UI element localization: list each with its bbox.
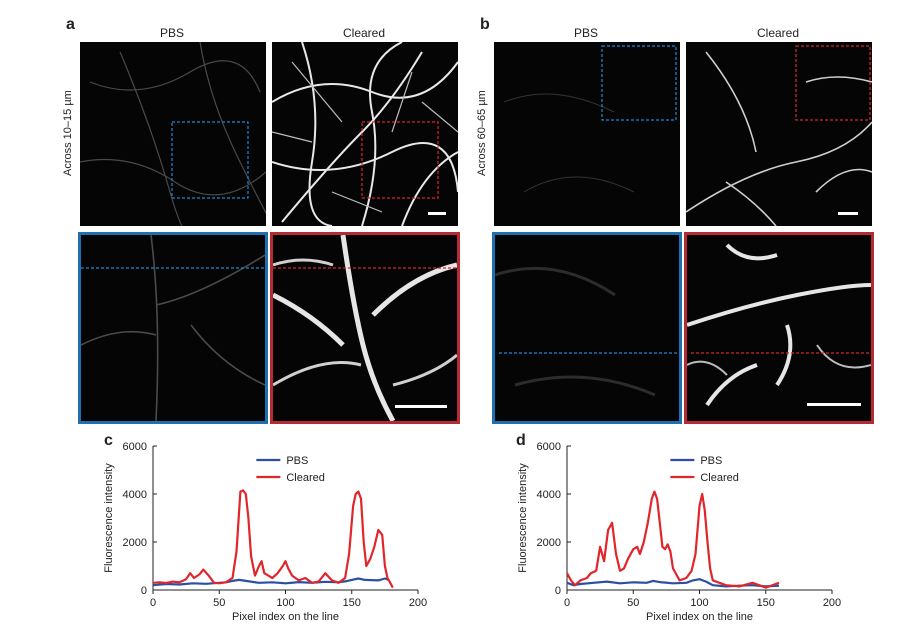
x-tick-label-c-2: 100 — [276, 597, 294, 609]
y-axis-label-d: Fluorescence intensity — [517, 463, 529, 573]
x-axis-label-d: Pixel index on the line — [646, 611, 753, 622]
y-tick-label-c-0: 0 — [141, 585, 147, 597]
y-axis-label-c: Fluorescence intensity — [103, 463, 115, 573]
x-axis-label-c: Pixel index on the line — [232, 611, 339, 622]
series-line-c-pbs — [152, 577, 390, 587]
x-tick-label-d-0: 0 — [564, 597, 570, 609]
image-b-cleared-zoom — [684, 232, 874, 424]
legend-label-c-pbs: PBS — [286, 455, 308, 467]
y-tick-label-d-0: 0 — [555, 585, 561, 597]
image-a-pbs-zoom — [78, 232, 268, 424]
panel-letter-c: c — [104, 432, 113, 449]
x-tick-label-c-4: 200 — [409, 597, 427, 609]
x-tick-label-d-1: 50 — [627, 597, 639, 609]
y-tick-label-d-3: 6000 — [537, 441, 561, 453]
col-label-b-cleared: Cleared — [756, 26, 800, 40]
image-a-cleared-zoom — [270, 232, 460, 424]
legend-label-c-cleared: Cleared — [286, 472, 325, 484]
row-label-a: Across 10–15 µm — [62, 90, 74, 176]
panel-letter-d: d — [516, 432, 526, 449]
scale-bar-a-overview — [428, 212, 446, 215]
image-b-cleared-overview — [686, 42, 872, 226]
image-a-pbs-overview — [80, 42, 266, 226]
chart-c: 0 2000 4000 6000 0 50 100 150 200 Pixel index on … — [103, 441, 427, 622]
series-line-d-cleared — [566, 490, 780, 589]
x-tick-label-d-4: 200 — [823, 597, 841, 609]
legend-label-d-cleared: Cleared — [700, 472, 739, 484]
panel-letter-b: b — [480, 16, 490, 33]
roi-box-a-cleared — [361, 121, 439, 199]
image-b-pbs-zoom — [492, 232, 682, 424]
scale-bar-b-overview — [838, 212, 858, 215]
x-tick-label-c-0: 0 — [150, 597, 156, 609]
col-label-a-pbs: PBS — [159, 26, 184, 40]
x-tick-label-c-1: 50 — [213, 597, 225, 609]
col-label-b-pbs: PBS — [573, 26, 598, 40]
col-label-a-cleared: Cleared — [342, 26, 386, 40]
scale-bar-b-zoom — [807, 403, 861, 406]
x-tick-label-d-3: 150 — [757, 597, 775, 609]
y-tick-label-d-1: 2000 — [537, 537, 561, 549]
roi-box-a-pbs — [171, 121, 249, 199]
x-tick-label-d-2: 100 — [690, 597, 708, 609]
image-a-cleared-overview — [272, 42, 458, 226]
image-b-pbs-overview — [494, 42, 680, 226]
roi-box-b-pbs — [601, 45, 677, 121]
y-tick-label-d-2: 4000 — [537, 489, 561, 501]
row-label-b: Across 60–65 µm — [476, 90, 488, 176]
scale-bar-a-zoom — [395, 405, 447, 408]
chart-d: 0 2000 4000 6000 0 50 100 150 200 Pixel index on … — [517, 441, 841, 622]
x-tick-label-c-3: 150 — [343, 597, 361, 609]
y-tick-label-c-1: 2000 — [123, 537, 147, 549]
y-tick-label-c-3: 6000 — [123, 441, 147, 453]
panel-letter-a: a — [66, 16, 75, 33]
y-tick-label-c-2: 4000 — [123, 489, 147, 501]
legend-label-d-pbs: PBS — [700, 455, 722, 467]
roi-box-b-cleared — [795, 45, 871, 121]
series-line-c-cleared — [152, 489, 394, 589]
